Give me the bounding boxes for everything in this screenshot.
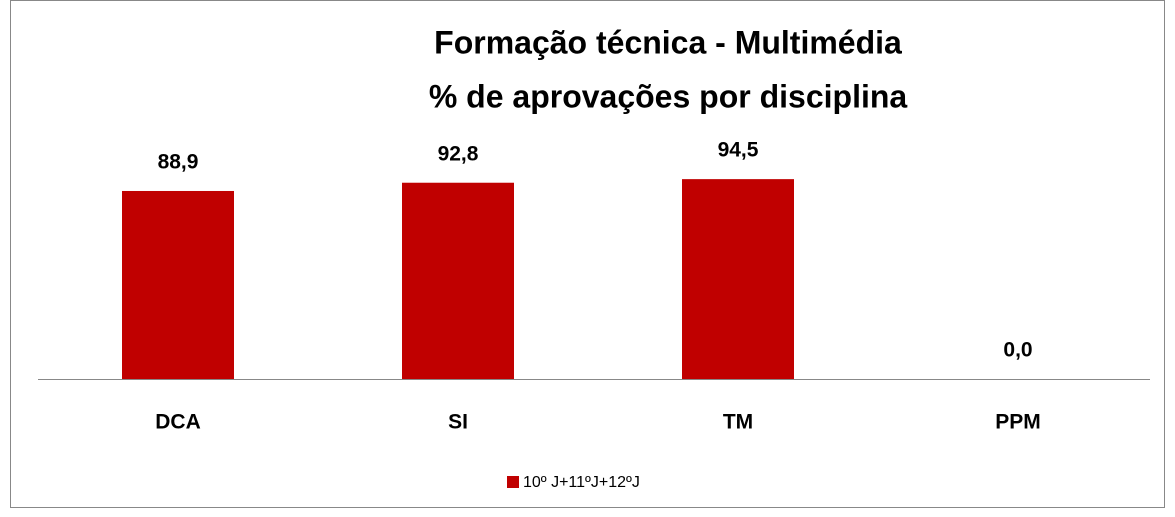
legend-swatch <box>507 476 519 488</box>
x-tick-label: SI <box>448 411 468 434</box>
value-label: 92,8 <box>438 142 479 165</box>
x-tick-label: PPM <box>995 411 1041 434</box>
value-label: 94,5 <box>718 139 759 162</box>
bar <box>402 182 514 379</box>
legend-label: 10º J+11ºJ+12ºJ <box>523 474 640 491</box>
x-tick-label: DCA <box>155 411 201 434</box>
chart-title: Formação técnica - Multimédia <box>434 24 902 60</box>
x-tick-label: TM <box>723 411 753 434</box>
bar <box>122 190 234 379</box>
value-label: 88,9 <box>158 151 199 174</box>
value-label: 0,0 <box>1003 339 1032 362</box>
chart-subtitle: % de aprovações por disciplina <box>429 78 908 114</box>
bar <box>682 179 794 379</box>
